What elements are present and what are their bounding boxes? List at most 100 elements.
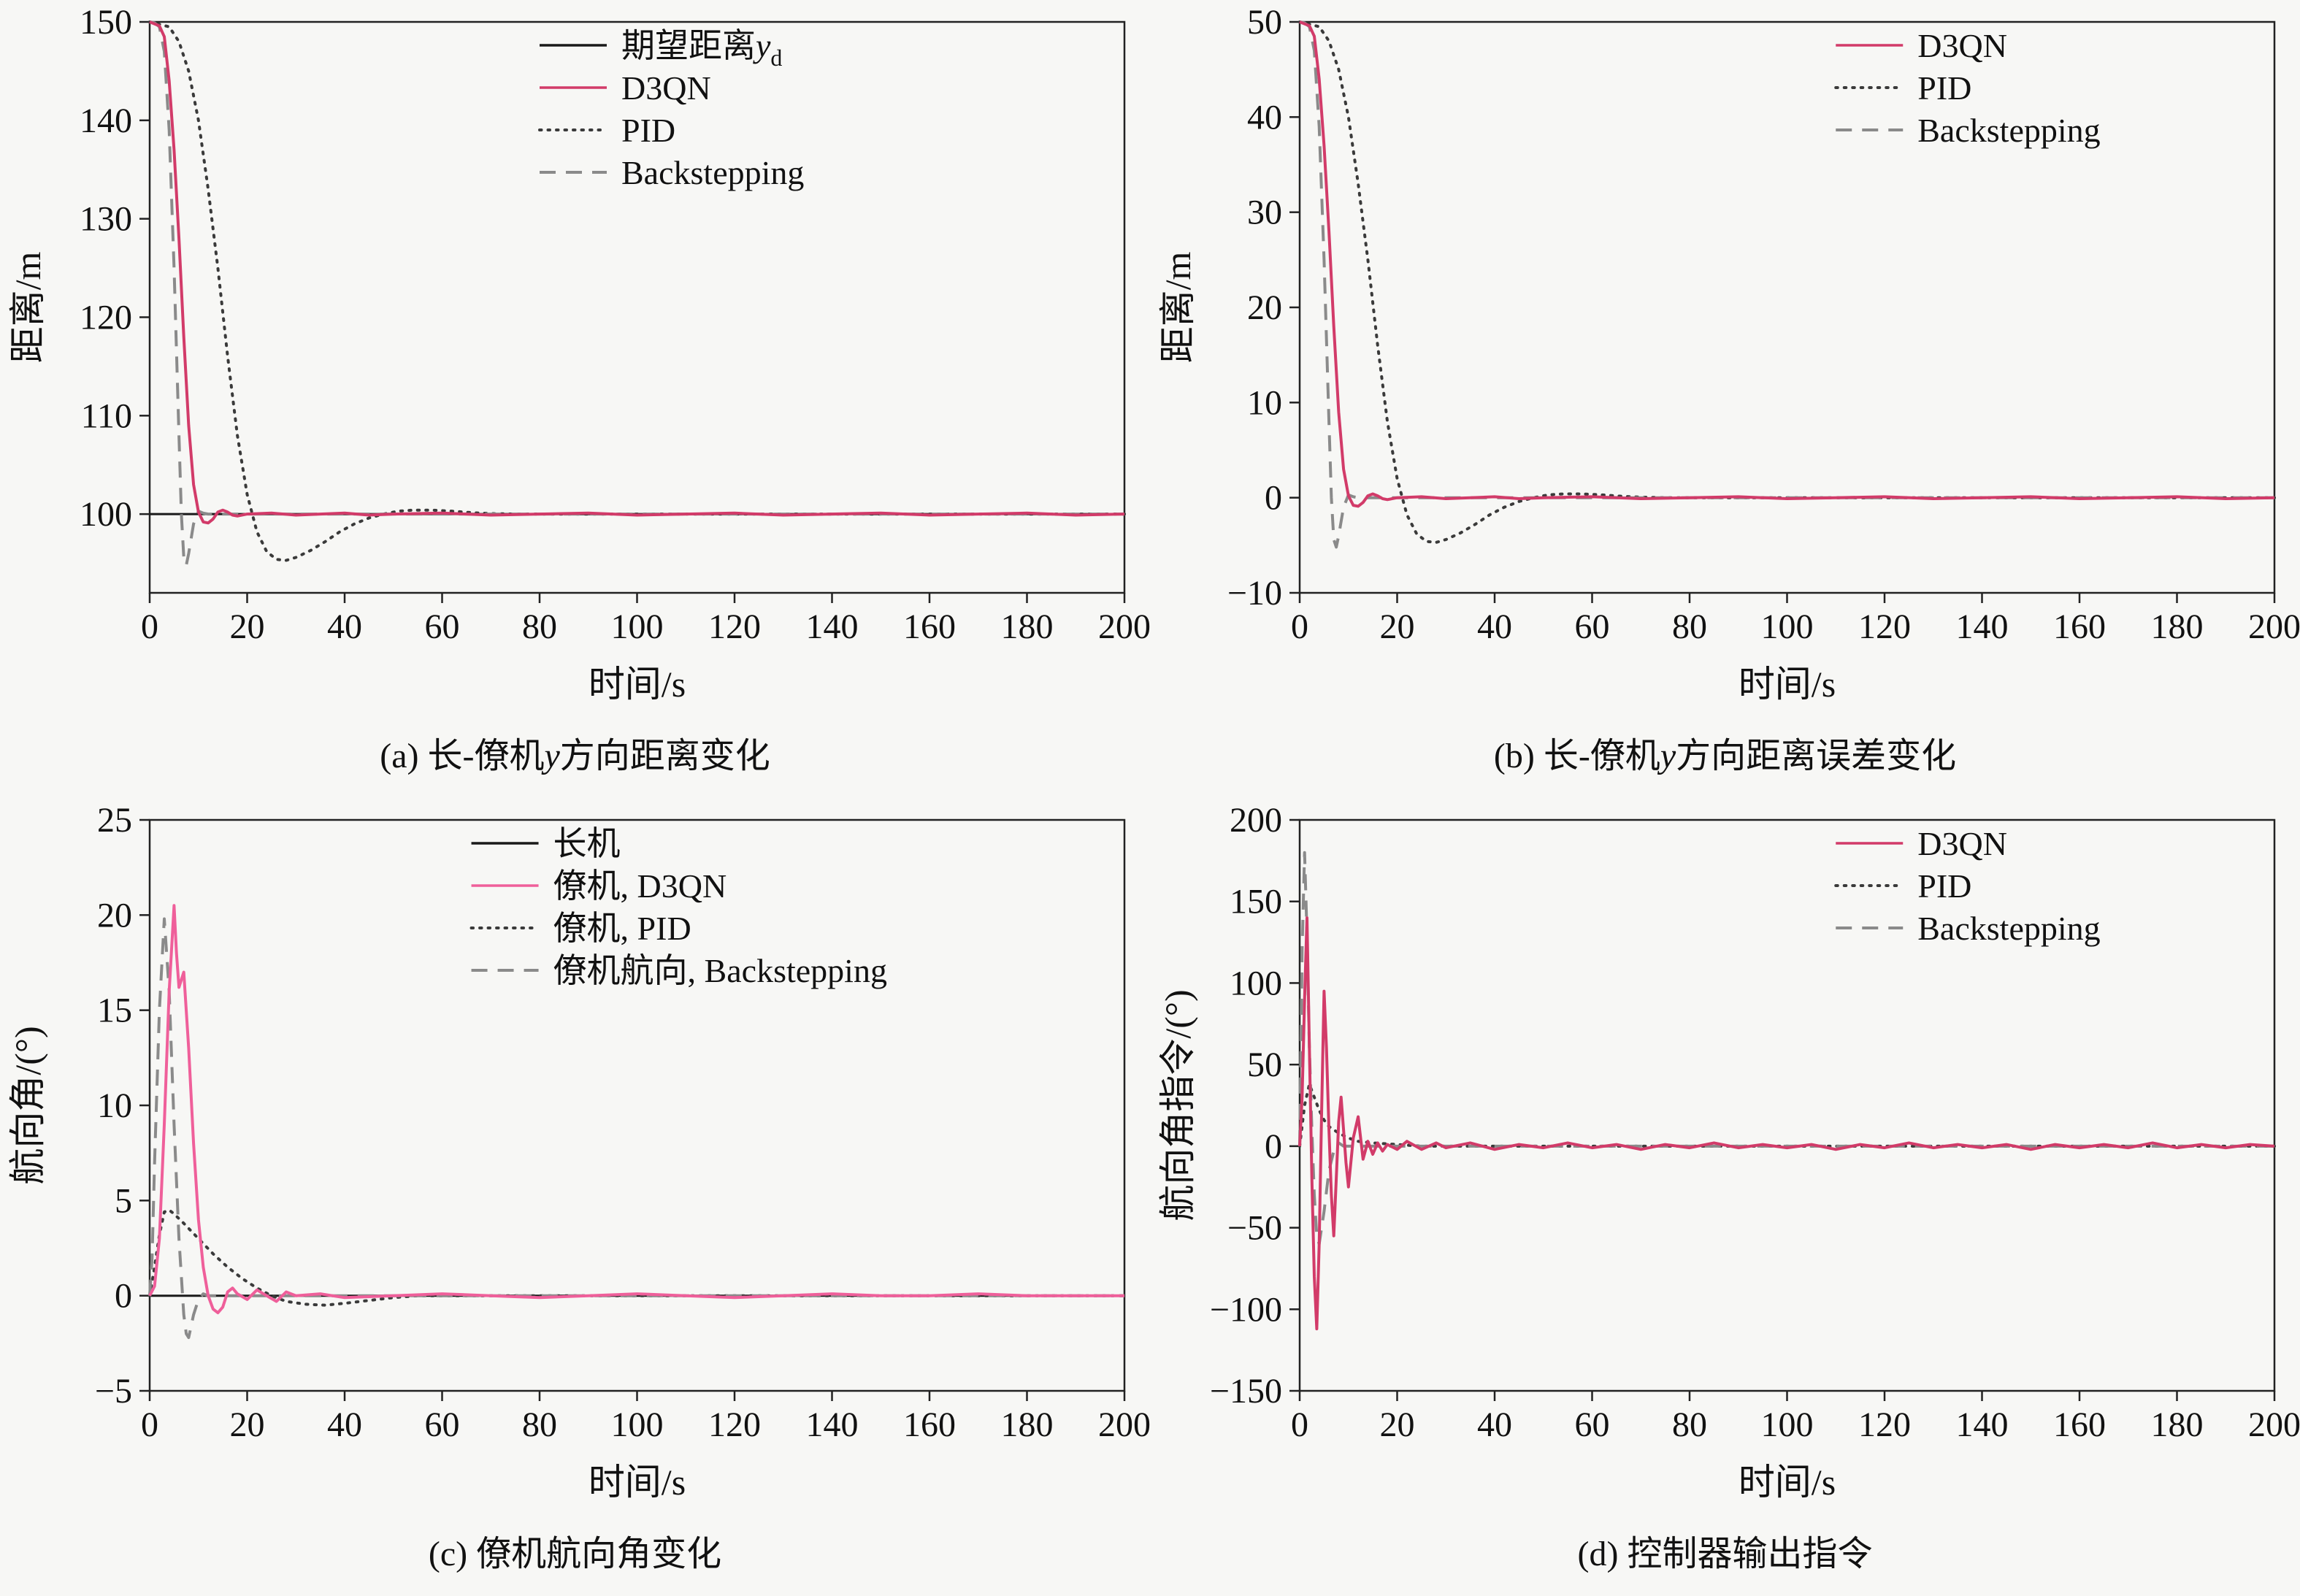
svg-text:40: 40: [1247, 98, 1282, 137]
legend-label-D3QN: D3QN: [1917, 27, 2007, 64]
caption-a-em: y: [544, 737, 560, 775]
series-PID: [1298, 20, 2276, 544]
chart-a: 0 20 40 60 80 100 120 140 160 180 2001001101201301…: [7, 9, 1150, 705]
legend-label-PID: PID: [621, 112, 675, 149]
subplot-b: 0 20 40 60 80 100 120 140 160 180 200 −10 0 10 20 30 40 5…: [1150, 0, 2300, 798]
svg-text:200: 200: [1098, 607, 1150, 646]
svg-text:100: 100: [1761, 1405, 1814, 1444]
svg-text:20: 20: [1247, 288, 1282, 327]
svg-text:120: 120: [1858, 1405, 1911, 1444]
series-Backstepping: [1298, 851, 2274, 1246]
legend: D3QN PID Backstepping: [1834, 825, 2101, 947]
legend-label-Backstepping: Backstepping: [1917, 910, 2100, 947]
subplot-d: 0 20 40 60 80 100 120 140 160 180 200 −150 −100 −50 0 5…: [1150, 798, 2300, 1596]
legend-label-D3QN: D3QN: [621, 69, 711, 107]
series-Backstepping: [1299, 20, 2274, 549]
svg-text:60: 60: [1575, 607, 1610, 646]
svg-text:150: 150: [80, 9, 132, 42]
svg-text:20: 20: [230, 607, 265, 646]
svg-text:20: 20: [1380, 1405, 1415, 1444]
svg-text:−100: −100: [1210, 1290, 1282, 1329]
svg-text:80: 80: [522, 1405, 557, 1444]
caption-a: (a) 长-僚机y方向距离变化: [380, 726, 770, 778]
subplot-a: 0 20 40 60 80 100 120 140 160 180 200 100 110 120 130 1…: [0, 0, 1150, 798]
legend: D3QN PID Backstepping: [1834, 27, 2101, 149]
svg-text:30: 30: [1247, 193, 1282, 232]
svg-text:80: 80: [1672, 1405, 1707, 1444]
series-D3QN: [149, 20, 1125, 525]
legend-label-PID: PID: [1917, 69, 1971, 107]
svg-text:60: 60: [425, 607, 460, 646]
svg-text:0: 0: [1291, 1405, 1308, 1444]
svg-text:80: 80: [522, 607, 557, 646]
subplot-c: 0 20 40 60 80 100 120 140 160 180 200 −5 0 5 10 15 20 25 时…: [0, 798, 1150, 1596]
svg-text:100: 100: [80, 495, 132, 534]
svg-text:15: 15: [97, 991, 132, 1030]
svg-text:140: 140: [1956, 607, 2009, 646]
caption-a-post: 方向距离变化: [559, 737, 770, 775]
caption-b: (b) 长-僚机y方向距离误差变化: [1494, 726, 1956, 778]
legend-label-PID: PID: [1917, 867, 1971, 905]
caption-c: (c) 僚机航向角变化: [429, 1524, 721, 1576]
y-axis-label: 航向角指令/(°): [1157, 989, 1198, 1221]
y-axis-ticks: −150 −100 −50 0 50 100 150 200: [1210, 807, 1300, 1411]
svg-text:110: 110: [81, 396, 132, 435]
svg-text:40: 40: [1477, 1405, 1512, 1444]
svg-text:0: 0: [115, 1277, 132, 1316]
svg-text:−10: −10: [1227, 574, 1282, 613]
legend-label-僚机, D3QN: 僚机, D3QN: [553, 867, 727, 905]
x-axis-label: 时间/s: [589, 664, 686, 705]
x-axis-label: 时间/s: [1739, 664, 1836, 705]
svg-text:50: 50: [1247, 9, 1282, 42]
svg-text:160: 160: [2053, 607, 2106, 646]
legend-label-Backstepping: Backstepping: [621, 154, 804, 191]
svg-text:0: 0: [1291, 607, 1308, 646]
svg-text:60: 60: [1575, 1405, 1610, 1444]
y-axis-ticks: −5 0 5 10 15 20 25: [95, 807, 150, 1411]
svg-text:100: 100: [1761, 607, 1814, 646]
svg-text:20: 20: [230, 1405, 265, 1444]
caption-d-pre: (d) 控制器输出指令: [1577, 1535, 1873, 1573]
svg-text:0: 0: [1265, 479, 1282, 518]
caption-b-post: 方向距离误差变化: [1676, 737, 1957, 775]
svg-text:160: 160: [2053, 1405, 2106, 1444]
plot-frame: [1298, 20, 2276, 594]
svg-text:5: 5: [115, 1181, 132, 1220]
series-PID: [1298, 1083, 2276, 1148]
svg-text:180: 180: [2151, 1405, 2204, 1444]
svg-text:140: 140: [1956, 1405, 2009, 1444]
svg-text:120: 120: [708, 1405, 761, 1444]
svg-text:0: 0: [1265, 1127, 1282, 1166]
x-axis-label: 时间/s: [589, 1462, 686, 1503]
legend-label-僚机, PID: 僚机, PID: [553, 910, 691, 947]
svg-text:60: 60: [425, 1405, 460, 1444]
plot-frame: [148, 818, 1126, 1392]
chart-b: 0 20 40 60 80 100 120 140 160 180 200−100102030405…: [1157, 9, 2300, 705]
svg-text:40: 40: [327, 1405, 362, 1444]
caption-b-pre: (b) 长-僚机: [1493, 737, 1660, 775]
svg-text:200: 200: [2248, 607, 2300, 646]
caption-a-pre: (a) 长-僚机: [380, 737, 545, 775]
svg-text:140: 140: [806, 607, 859, 646]
legend-label-长机: 长机: [553, 825, 621, 862]
legend-label-Backstepping: Backstepping: [1917, 112, 2100, 149]
x-axis-ticks: 0 20 40 60 80 100 120 140 160 180 200: [141, 1391, 1150, 1444]
legend-label-僚机航向, Backstepping: 僚机航向, Backstepping: [553, 952, 887, 989]
x-axis-ticks: 0 20 40 60 80 100 120 140 160 180 200: [141, 593, 1150, 646]
svg-text:50: 50: [1247, 1046, 1282, 1084]
y-axis-ticks: −10 0 10 20 30 40 50: [1227, 9, 1300, 613]
svg-text:130: 130: [80, 200, 132, 239]
svg-text:−50: −50: [1227, 1209, 1282, 1248]
y-axis-label: 距离/m: [1157, 252, 1198, 364]
svg-text:100: 100: [1230, 964, 1282, 1002]
svg-text:200: 200: [1230, 807, 1282, 840]
svg-text:150: 150: [1230, 883, 1282, 921]
svg-text:0: 0: [141, 1405, 158, 1444]
svg-text:10: 10: [97, 1086, 132, 1125]
x-axis-ticks: 0 20 40 60 80 100 120 140 160 180 200: [1291, 593, 2300, 646]
svg-text:25: 25: [97, 807, 132, 840]
svg-text:160: 160: [903, 1405, 956, 1444]
svg-text:140: 140: [806, 1405, 859, 1444]
svg-text:20: 20: [1380, 607, 1415, 646]
svg-text:120: 120: [1858, 607, 1911, 646]
